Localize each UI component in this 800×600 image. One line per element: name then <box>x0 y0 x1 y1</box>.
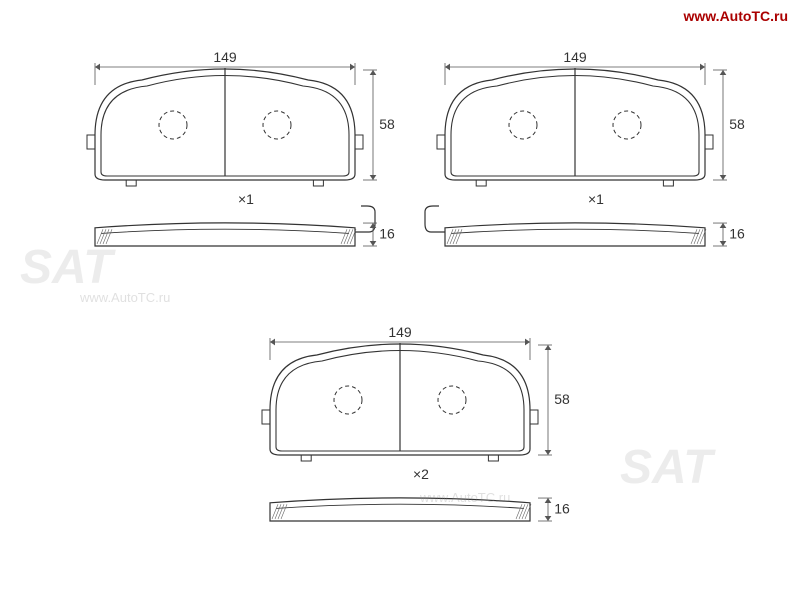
svg-text:×2: ×2 <box>413 466 429 482</box>
svg-text:16: 16 <box>554 501 570 517</box>
svg-text:16: 16 <box>729 226 745 242</box>
svg-text:58: 58 <box>554 391 570 407</box>
watermark-url: www.AutoTC.ru <box>684 8 788 24</box>
svg-text:149: 149 <box>213 49 237 65</box>
svg-text:149: 149 <box>388 324 412 340</box>
svg-text:×1: ×1 <box>588 191 604 207</box>
technical-drawing-svg: 149 58 ×1 16 149 58 ×1 16 149 58 ×2 16 <box>0 0 800 600</box>
svg-text:16: 16 <box>379 226 395 242</box>
diagram-container: 149 58 ×1 16 149 58 ×1 16 149 58 ×2 16 <box>0 0 800 600</box>
svg-text:58: 58 <box>729 116 745 132</box>
svg-text:149: 149 <box>563 49 587 65</box>
svg-text:×1: ×1 <box>238 191 254 207</box>
svg-text:58: 58 <box>379 116 395 132</box>
